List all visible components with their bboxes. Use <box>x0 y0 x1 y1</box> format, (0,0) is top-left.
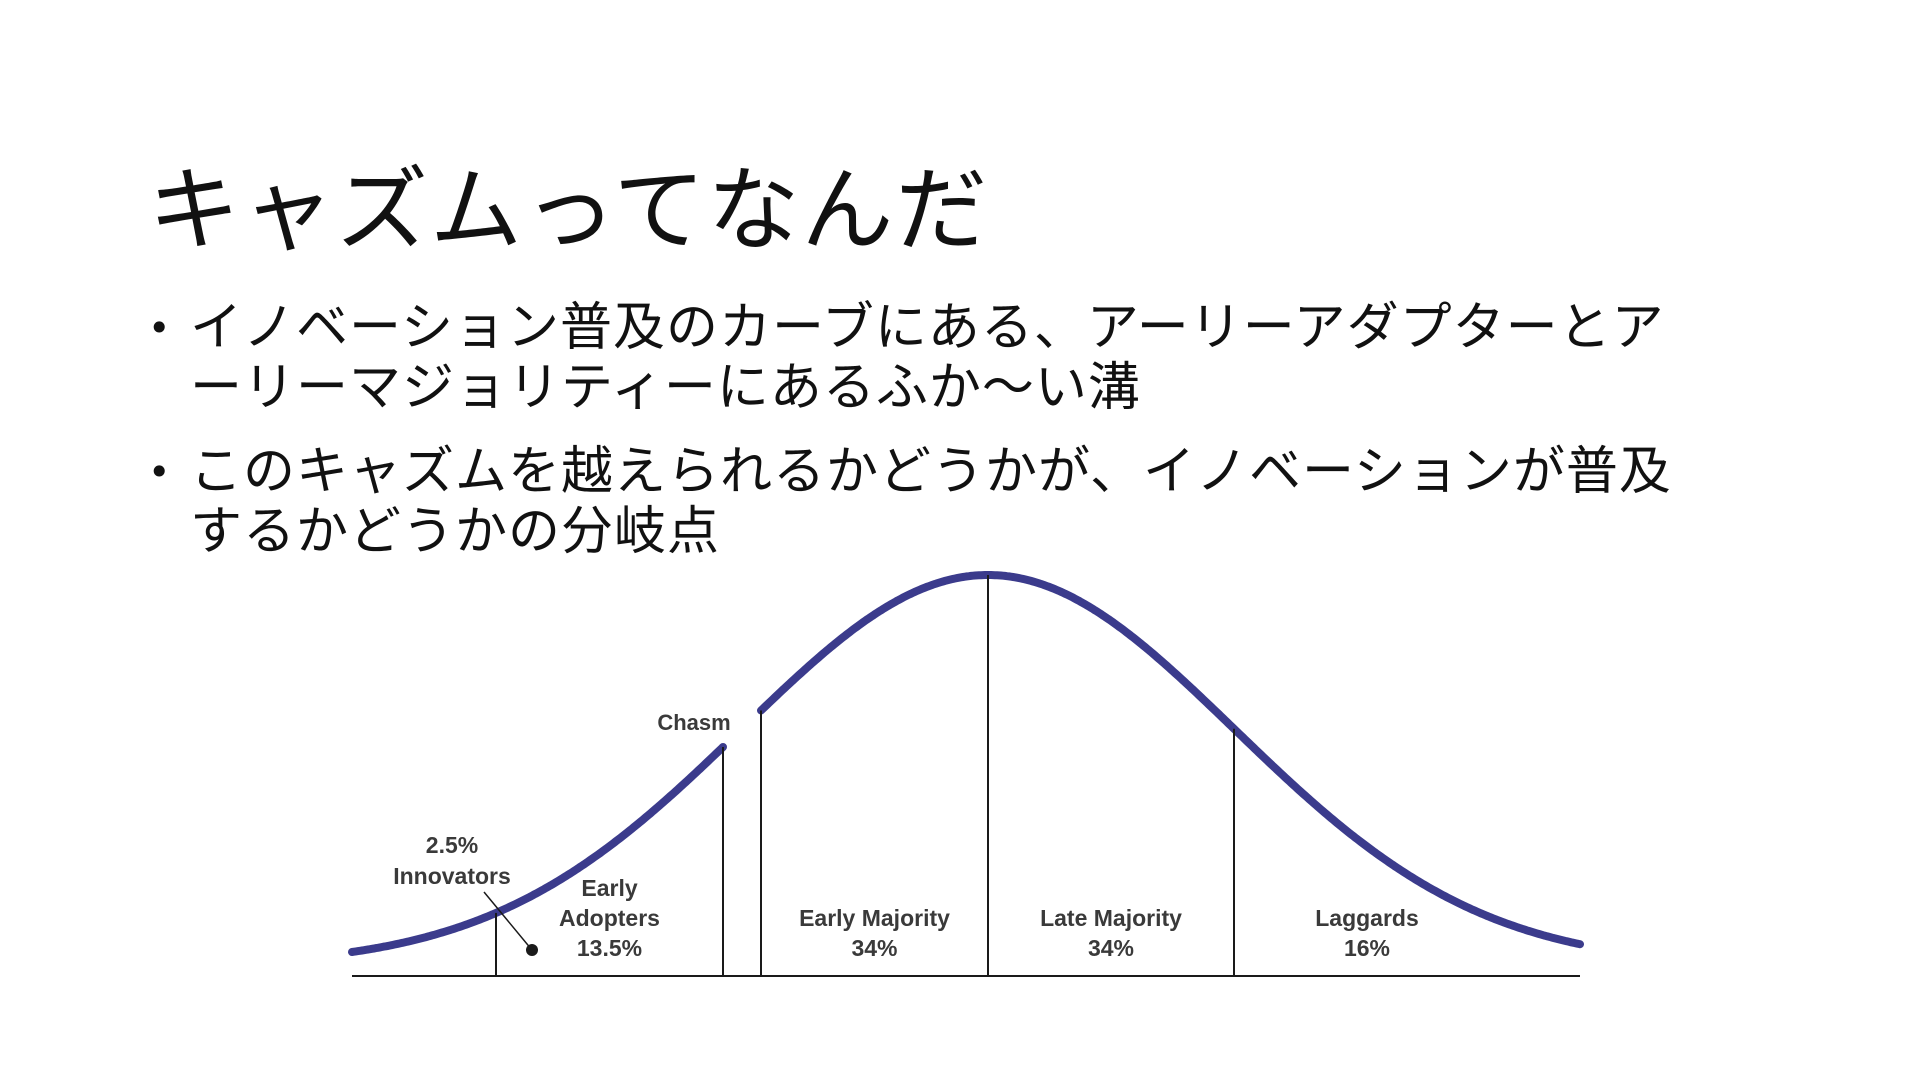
adoption-curve-left <box>348 743 727 956</box>
bullet-list: • イノベーション普及のカーブにある、アーリーアダプターとア ーリーマジョリティ… <box>148 298 1788 586</box>
bullet-text-line: このキャズムを越えられるかどうかが、イノベーションが普及 <box>190 442 1672 502</box>
innovators-percent-label: 2.5% <box>426 832 478 858</box>
early-majority-percent-label: 34% <box>851 935 897 961</box>
laggards-percent-label: 16% <box>1344 935 1390 961</box>
bullet-text-line: ーリーマジョリティーにあるふか〜い溝 <box>190 358 1141 418</box>
laggards-label: Laggards <box>1315 905 1419 931</box>
early-adopters-percent-label: 13.5% <box>577 935 642 961</box>
bullet-text-line: イノベーション普及のカーブにある、アーリーアダプターとア <box>190 298 1665 358</box>
late-majority-percent-label: 34% <box>1088 935 1134 961</box>
innovators-pointer-dot <box>526 944 538 956</box>
bullet-item-2: • このキャズムを越えられるかどうかが、イノベーションが普及 するかどうかの分岐… <box>148 442 1788 562</box>
bullet-marker: • <box>148 306 172 350</box>
innovators-label: Innovators <box>393 863 511 889</box>
bullet-item-1: • イノベーション普及のカーブにある、アーリーアダプターとア ーリーマジョリティ… <box>148 298 1788 418</box>
adoption-curve-right <box>757 571 1584 949</box>
chasm-label: Chasm <box>657 710 730 735</box>
bullet-marker: • <box>148 450 172 494</box>
slide-title: キャズムってなんだ <box>148 156 990 264</box>
early-majority-label: Early Majority <box>799 905 950 931</box>
late-majority-label: Late Majority <box>1040 905 1182 931</box>
bullet-text-line: するかどうかの分岐点 <box>190 502 721 562</box>
early-adopters-label-line1: Early <box>581 875 637 901</box>
early-adopters-label-line2: Adopters <box>559 905 660 931</box>
innovators-pointer-line <box>483 891 533 951</box>
